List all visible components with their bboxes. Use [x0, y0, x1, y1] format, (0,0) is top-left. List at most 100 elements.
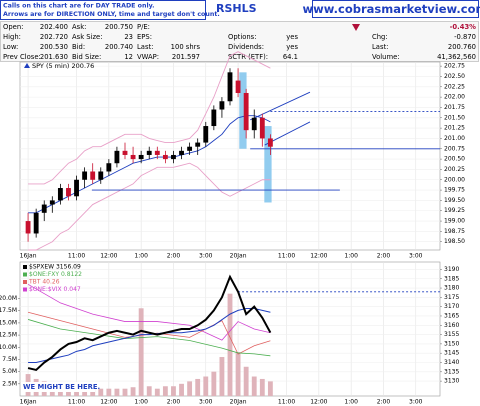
quote-value: 64.1 [283, 53, 298, 61]
volume-bar [122, 388, 128, 396]
candle-body [138, 154, 144, 160]
y-tick-label: 200.00 [444, 176, 465, 183]
y-tick-label: 202.25 [444, 83, 465, 90]
volume-bar [235, 352, 241, 396]
y-tick-label: 3185 [444, 275, 459, 282]
candle-body [154, 150, 160, 155]
quote-label: Bid Size: [72, 53, 101, 61]
candle-body [243, 92, 249, 131]
quote-label: Volume: [372, 53, 400, 61]
x-tick-label: 11:00 [278, 253, 295, 260]
candle-body [235, 80, 241, 93]
highlight-box [239, 72, 247, 149]
candle-body [162, 154, 168, 160]
x-tick-label: 16Jan [20, 399, 37, 406]
volume-bar [146, 386, 152, 396]
x-tick-label: 3:00 [409, 399, 423, 406]
quote-label: Dividends: [228, 43, 264, 51]
candle-body [25, 221, 31, 234]
volume-bar [227, 293, 233, 396]
volume-bar [187, 381, 193, 396]
y-tick-label: 3135 [444, 368, 459, 375]
quote-value: 201.630 [40, 53, 68, 61]
volume-bar [211, 371, 217, 396]
quote-label: High: [3, 33, 21, 41]
trend-line [250, 91, 311, 121]
y-tick-label: 199.00 [444, 218, 465, 225]
volume-bar [138, 308, 144, 396]
candle-body [179, 150, 184, 155]
quote-value: 100 shrs [171, 43, 201, 51]
x-tick-label: 12:00 [310, 253, 327, 260]
annotation-box [21, 382, 95, 392]
notice-line: Calls on this chart are for DAY TRADE on… [3, 3, 155, 10]
volume-bar [162, 386, 168, 396]
legend-swatch [23, 287, 27, 292]
quote-value: 200.760 [448, 43, 476, 51]
x-tick-label: 11:00 [278, 399, 295, 406]
x-tick-label: 2:00 [167, 253, 181, 260]
y-tick-label: 199.75 [444, 187, 465, 194]
quote-value: -0.870 [454, 33, 476, 41]
y-tick-label: 3130 [444, 378, 459, 385]
quote-value: 23 [124, 33, 133, 41]
x-tick-label: 11:00 [68, 253, 85, 260]
quote-value: 41,362,560 [437, 53, 476, 61]
quote-value: 202.720 [40, 33, 68, 41]
x-tick-label: 3:00 [199, 253, 213, 260]
quote-value: yes [286, 43, 298, 51]
quote-value: 12 [124, 53, 133, 61]
legend-entry: $ONE:FXY 0.8122 [29, 271, 82, 278]
candle-body [130, 154, 136, 160]
quote-label: Last: [137, 43, 153, 51]
quote-label: Ask Size: [72, 33, 103, 41]
candle-body [219, 101, 225, 110]
x-tick-label: 1:00 [344, 253, 358, 260]
quote-value: 202.400 [40, 23, 68, 31]
volume-bar [243, 366, 249, 396]
quote-value: yes [286, 33, 298, 41]
y-tick-label: 200.25 [444, 166, 465, 173]
y-tick-label: 3175 [444, 294, 459, 301]
x-tick-label: 20Jan [230, 399, 247, 406]
x-tick-label: 2:00 [377, 399, 391, 406]
overlay-line [28, 51, 271, 185]
series-line [27, 274, 272, 372]
notice-box [0, 0, 206, 20]
candle-body [211, 109, 217, 127]
candle-body [259, 117, 265, 139]
legend-swatch [23, 265, 27, 269]
quote-value: -0.43% [450, 23, 477, 31]
quote-value: 201.597 [172, 53, 200, 61]
series-line [27, 319, 271, 357]
y-tick-label: 202.75 [444, 63, 465, 70]
x-tick-label: 1:00 [134, 399, 148, 406]
series-line [27, 311, 271, 355]
site-url: www.cobrasmarketview.com [303, 2, 480, 16]
quote-label: EPS: [137, 33, 152, 41]
y-tick-label: 3155 [444, 331, 459, 338]
y2-tick-label: 5.0M [2, 368, 17, 375]
candle-body [122, 150, 128, 155]
candle-body [41, 204, 47, 213]
y-tick-label: 3140 [444, 359, 459, 366]
candle-body [195, 142, 201, 147]
x-tick-label: 1:00 [344, 399, 358, 406]
candle-body [106, 163, 112, 172]
y-tick-label: 3145 [444, 350, 459, 357]
quote-label: VWAP: [137, 53, 159, 61]
y2-tick-label: 2.5M [2, 380, 17, 387]
quote-value: 200.740 [105, 43, 133, 51]
chart-title: SPY (5 min) 200.76 [32, 62, 94, 70]
volume-bar [203, 376, 209, 396]
y2-tick-label: 7.5M [2, 356, 17, 363]
y2-tick-label: 12.5M [0, 332, 17, 339]
y2-tick-label: 10.0M [0, 344, 17, 351]
y-tick-label: 3165 [444, 312, 459, 319]
y2-tick-label: 17.5M [0, 307, 17, 314]
series-line [28, 308, 271, 363]
legend-swatch [23, 272, 27, 277]
quote-label: Prev Close: [3, 53, 41, 61]
x-tick-label: 12:00 [100, 399, 117, 406]
quote-value: 200.530 [40, 43, 68, 51]
